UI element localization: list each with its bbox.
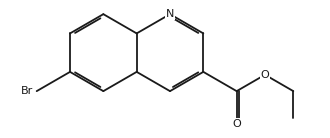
- Text: O: O: [261, 70, 269, 80]
- Text: O: O: [232, 119, 241, 129]
- Text: N: N: [166, 9, 174, 19]
- Text: Br: Br: [20, 86, 33, 96]
